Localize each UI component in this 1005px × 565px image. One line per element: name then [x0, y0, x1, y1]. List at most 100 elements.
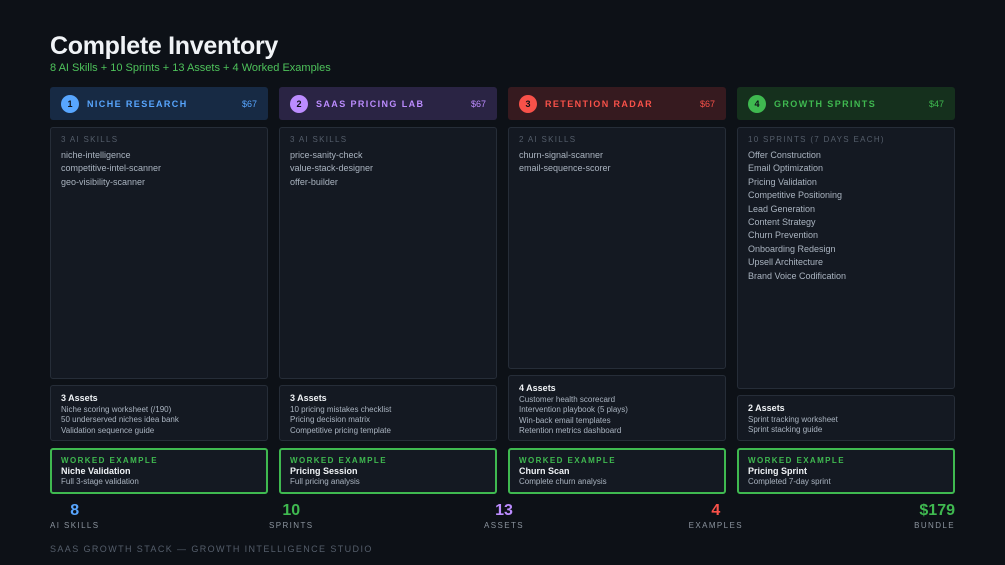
bundle-column: 3 RETENTION RADAR $67 2 AI SKILLS churn-sign…: [508, 87, 726, 494]
skills-panel: 3 AI SKILLS niche-intelligence competitive…: [50, 127, 268, 379]
asset-item: Competitive pricing template: [290, 425, 391, 435]
skill-item: Email Optimization: [748, 163, 824, 174]
asset-item: Validation sequence guide: [61, 425, 155, 435]
skill-item: competitive-intel-scanner: [61, 163, 162, 174]
worked-example-name: Niche Validation: [61, 466, 131, 476]
skills-panel-label: 2 AI SKILLS: [519, 135, 577, 144]
column-name: NICHE RESEARCH: [87, 98, 188, 109]
column-header: 4 GROWTH SPRINTS $47: [737, 87, 955, 120]
skill-item: offer-builder: [290, 176, 338, 187]
column-price: $67: [699, 98, 715, 109]
stat-label: EXAMPLES: [688, 521, 743, 530]
stat-label: SPRINTS: [269, 521, 314, 530]
stat-label: BUNDLE: [914, 521, 955, 530]
worked-example-card: WORKED EXAMPLE Pricing Session Full pricin…: [279, 448, 497, 494]
worked-example-name: Pricing Sprint: [748, 466, 808, 476]
column-number-badge: 3: [519, 94, 537, 113]
bundle-column: 2 SAAS PRICING LAB $67 3 AI SKILLS price-san…: [279, 87, 497, 494]
asset-item: Niche scoring worksheet (/190): [61, 405, 172, 414]
worked-example-label: WORKED EXAMPLE: [519, 456, 616, 465]
worked-example-desc: Complete churn analysis: [519, 477, 607, 486]
skill-item: Onboarding Redesign: [748, 243, 836, 254]
skill-item: Brand Voice Codification: [748, 270, 847, 281]
column-number-badge: 2: [290, 94, 308, 113]
skill-item: Upsell Architecture: [748, 257, 824, 268]
stat-block: 8 AI SKILLS: [50, 502, 100, 530]
page-title: Complete Inventory: [50, 32, 278, 60]
assets-card: 2 Assets Sprint tracking worksheet Sprint …: [737, 395, 955, 441]
stat-block: 10 SPRINTS: [269, 502, 313, 530]
asset-item: Customer health scorecard: [519, 395, 616, 404]
stat-value: 10: [282, 502, 301, 519]
skill-item: value-stack-designer: [290, 163, 374, 174]
skill-item: churn-signal-scanner: [519, 150, 604, 160]
bundle-column: 4 GROWTH SPRINTS $47 10 SPRINTS (7 DAYS EAC…: [737, 87, 955, 494]
stat-value: $179: [919, 502, 955, 519]
stat-label: AI SKILLS: [50, 521, 100, 530]
asset-item: Retention metrics dashboard: [519, 425, 622, 435]
footer-text: SAAS GROWTH STACK — GROWTH INTELLIGENCE …: [50, 544, 373, 554]
worked-example-card: WORKED EXAMPLE Niche Validation Full 3-sta…: [50, 448, 268, 494]
worked-example-desc: Completed 7-day sprint: [748, 477, 831, 486]
skills-panel-label: 10 SPRINTS (7 DAYS EACH): [748, 135, 885, 144]
asset-item: Pricing decision matrix: [290, 415, 371, 425]
worked-example-name: Churn Scan: [519, 466, 570, 476]
worked-example-desc: Full 3-stage validation: [61, 477, 139, 486]
column-header: 1 NICHE RESEARCH $67: [50, 87, 268, 120]
skill-item: geo-visibility-scanner: [61, 176, 146, 187]
asset-item: Sprint stacking guide: [748, 425, 823, 435]
stat-block: $179 BUNDLE: [914, 502, 955, 530]
column-number-badge: 4: [748, 94, 766, 113]
skill-item: Churn Prevention: [748, 230, 819, 241]
skill-item: Pricing Validation: [748, 176, 817, 187]
asset-item: Intervention playbook (5 plays): [519, 405, 628, 415]
assets-title: 4 Assets: [519, 383, 556, 393]
skill-item: email-sequence-scorer: [519, 163, 611, 174]
stat-label: ASSETS: [484, 521, 524, 530]
worked-example-card: WORKED EXAMPLE Churn Scan Complete churn a…: [508, 448, 726, 494]
worked-example-label: WORKED EXAMPLE: [748, 456, 845, 465]
skill-item: niche-intelligence: [61, 150, 131, 160]
skill-item: price-sanity-check: [290, 150, 363, 160]
page-subtitle: 8 AI Skills + 10 Sprints + 13 Assets + 4…: [50, 62, 331, 74]
skill-item: Offer Construction: [748, 150, 821, 160]
assets-card: 4 Assets Customer health scorecard Interve…: [508, 375, 726, 441]
column-price: $47: [928, 98, 944, 109]
asset-item: Win-back email templates: [519, 415, 611, 425]
worked-example-label: WORKED EXAMPLE: [61, 456, 158, 465]
skill-item: Competitive Positioning: [748, 190, 843, 201]
column-name: GROWTH SPRINTS: [774, 98, 877, 109]
skill-item: Lead Generation: [748, 203, 816, 214]
skills-panel-label: 3 AI SKILLS: [61, 135, 119, 144]
column-price: $67: [241, 98, 257, 109]
asset-item: 50 underserved niches idea bank: [61, 415, 179, 425]
skills-panel: 2 AI SKILLS churn-signal-scanner email-seq…: [508, 127, 726, 369]
skills-panel: 3 AI SKILLS price-sanity-check value-stack…: [279, 127, 497, 379]
asset-item: Sprint tracking worksheet: [748, 415, 838, 424]
column-name: RETENTION RADAR: [545, 98, 653, 109]
column-name: SAAS PRICING LAB: [316, 98, 425, 109]
column-header: 2 SAAS PRICING LAB $67: [279, 87, 497, 120]
assets-card: 3 Assets Niche scoring worksheet (/190) 50…: [50, 385, 268, 441]
column-number-badge: 1: [61, 94, 79, 113]
assets-card: 3 Assets 10 pricing mistakes checklist Pri…: [279, 385, 497, 441]
worked-example-desc: Full pricing analysis: [290, 477, 360, 486]
skills-panel-label: 3 AI SKILLS: [290, 135, 348, 144]
stat-block: 4 EXAMPLES: [689, 502, 743, 530]
stat-value: 8: [70, 502, 80, 519]
bundle-column: 1 NICHE RESEARCH $67 3 AI SKILLS niche-intel…: [50, 87, 268, 494]
assets-title: 2 Assets: [748, 403, 785, 413]
worked-example-label: WORKED EXAMPLE: [290, 456, 387, 465]
stat-value: 13: [495, 502, 513, 519]
asset-item: 10 pricing mistakes checklist: [290, 405, 392, 414]
assets-title: 3 Assets: [290, 393, 327, 403]
skills-panel: 10 SPRINTS (7 DAYS EACH) Offer Constructi…: [737, 127, 955, 389]
column-header: 3 RETENTION RADAR $67: [508, 87, 726, 120]
stat-value: 4: [711, 502, 721, 519]
column-price: $67: [470, 98, 486, 109]
assets-title: 3 Assets: [61, 393, 98, 403]
stat-block: 13 ASSETS: [484, 502, 524, 530]
worked-example-name: Pricing Session: [290, 466, 358, 476]
worked-example-card: WORKED EXAMPLE Pricing Sprint Completed 7-…: [737, 448, 955, 494]
skill-item: Content Strategy: [748, 217, 816, 228]
